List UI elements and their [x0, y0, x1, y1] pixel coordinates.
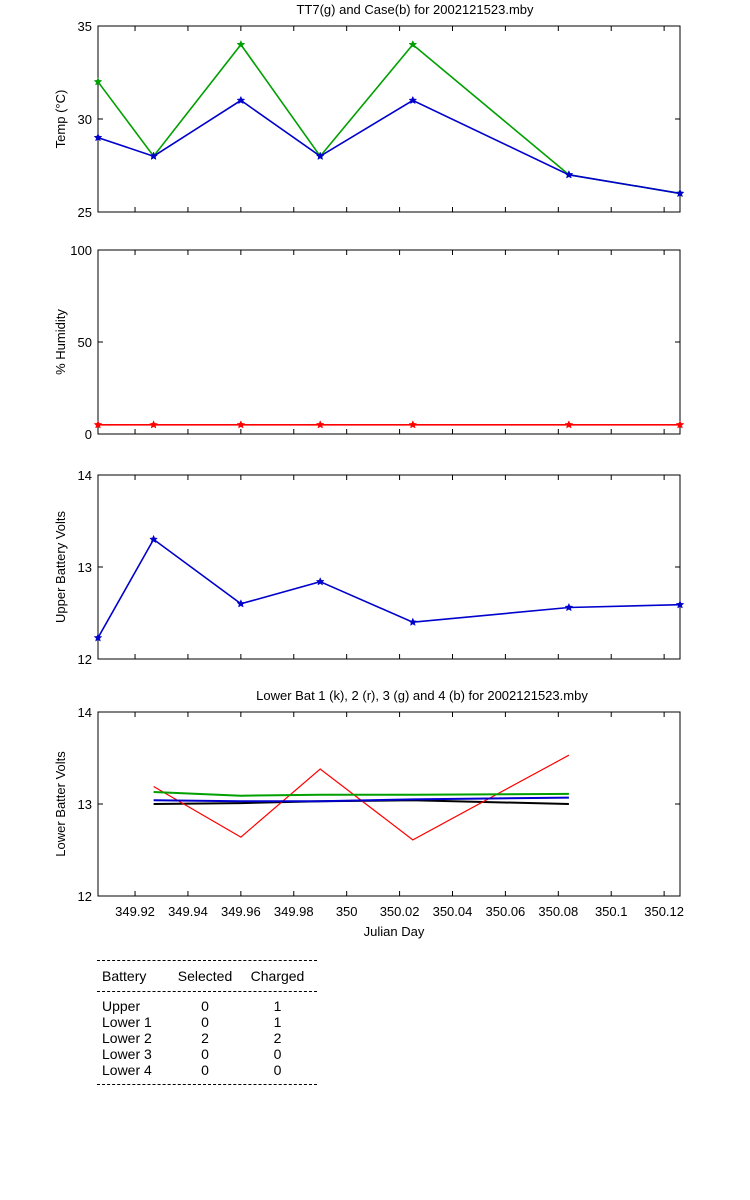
- table-header-row: Battery Selected Charged: [97, 961, 317, 991]
- table-divider: [97, 1084, 317, 1085]
- data-point: [93, 132, 103, 142]
- x-tick-label: 350: [336, 904, 358, 919]
- row-battery: Lower 1: [102, 1014, 152, 1030]
- table-divider: [97, 960, 317, 961]
- x-tick-label: 349.92: [115, 904, 155, 919]
- row-battery: Lower 4: [102, 1062, 152, 1078]
- series-line: [97, 99, 681, 195]
- data-point: [315, 420, 325, 429]
- plot-frame: [97, 249, 681, 435]
- data-point: [675, 420, 685, 429]
- data-point: [408, 95, 418, 105]
- y-axis-label: Lower Batter Volts: [53, 751, 68, 857]
- row-selected: 2: [201, 1030, 209, 1046]
- x-tick-label: 349.94: [168, 904, 208, 919]
- table-row: Lower 4 0 0: [97, 1062, 317, 1078]
- y-tick-label: 50: [78, 335, 92, 350]
- row-selected: 0: [201, 1062, 209, 1078]
- x-tick-label: 350.06: [486, 904, 526, 919]
- chart-title: Lower Bat 1 (k), 2 (r), 3 (g) and 4 (b) …: [256, 688, 588, 703]
- row-charged: 1: [273, 1014, 282, 1030]
- data-point: [408, 617, 418, 626]
- data-point: [315, 577, 325, 586]
- data-point: [564, 420, 574, 429]
- plot-frame: [97, 474, 681, 660]
- chart-title: TT7(g) and Case(b) for 2002121523.mby: [296, 2, 534, 17]
- series-line: [97, 43, 681, 195]
- data-point: [675, 600, 685, 609]
- data-point: [149, 534, 159, 544]
- data-point: [564, 170, 574, 179]
- data-point: [149, 420, 159, 429]
- y-tick-label: 100: [70, 243, 92, 258]
- series-line: [97, 538, 681, 639]
- y-tick-label: 0: [85, 427, 92, 442]
- row-charged: 2: [273, 1030, 282, 1046]
- battery-table: Battery Selected Charged Upper 0 1 Lower…: [97, 960, 317, 1085]
- data-point: [236, 599, 246, 608]
- series-line: [153, 791, 569, 797]
- data-point: [408, 39, 418, 49]
- data-point: [236, 39, 246, 49]
- plot-frame: [97, 25, 681, 213]
- data-point: [236, 95, 246, 105]
- x-tick-label: 349.96: [221, 904, 261, 919]
- y-tick-label: 13: [78, 797, 92, 812]
- header-battery: Battery: [102, 968, 147, 984]
- row-charged: 1: [273, 998, 282, 1014]
- y-tick-label: 12: [78, 652, 92, 667]
- x-tick-label: 350.12: [644, 904, 684, 919]
- data-point: [564, 602, 574, 612]
- y-tick-label: 25: [78, 205, 92, 220]
- y-tick-label: 30: [78, 112, 92, 127]
- table-row: Lower 2 2 2: [97, 1030, 317, 1046]
- y-tick-label: 14: [78, 705, 92, 720]
- x-tick-label: 350.04: [433, 904, 473, 919]
- data-point: [93, 420, 103, 429]
- row-battery: Lower 3: [102, 1046, 152, 1062]
- data-point: [408, 420, 418, 429]
- row-selected: 0: [201, 1046, 209, 1062]
- x-axis-label: Julian Day: [364, 924, 425, 939]
- y-tick-label: 35: [78, 19, 92, 34]
- row-selected: 0: [201, 998, 209, 1014]
- row-selected: 0: [201, 1014, 209, 1030]
- data-point: [236, 420, 246, 429]
- series-line: [153, 796, 569, 803]
- y-tick-label: 12: [78, 889, 92, 904]
- header-selected: Selected: [177, 968, 233, 984]
- y-axis-label: Upper Battery Volts: [53, 511, 68, 623]
- x-tick-label: 349.98: [274, 904, 314, 919]
- charts-canvas: 25 30 35 Temp (°C) TT7(g) and Case(b) for 20…: [53, 2, 685, 939]
- y-axis-label: % Humidity: [53, 309, 68, 375]
- table-row: Upper 0 1: [97, 998, 317, 1014]
- row-battery: Lower 2: [102, 1030, 152, 1046]
- y-axis-label: Temp (°C): [53, 90, 68, 149]
- x-tick-label: 350.02: [380, 904, 420, 919]
- data-point: [315, 151, 325, 160]
- table-row: Lower 3 0 0: [97, 1046, 317, 1062]
- series-line: [153, 754, 570, 841]
- x-tick-label: 350.1: [595, 904, 628, 919]
- x-tick-label: 350.08: [538, 904, 578, 919]
- table-row: Lower 1 0 1: [97, 1014, 317, 1030]
- y-tick-label: 14: [78, 468, 92, 483]
- data-point: [675, 188, 685, 198]
- row-charged: 0: [273, 1046, 282, 1062]
- data-point: [149, 151, 159, 160]
- row-battery: Upper: [102, 998, 141, 1014]
- header-charged: Charged: [250, 968, 305, 984]
- data-point: [93, 77, 103, 86]
- row-charged: 0: [273, 1062, 282, 1078]
- y-tick-label: 13: [78, 560, 92, 575]
- table-divider: [97, 991, 317, 992]
- data-point: [93, 633, 103, 642]
